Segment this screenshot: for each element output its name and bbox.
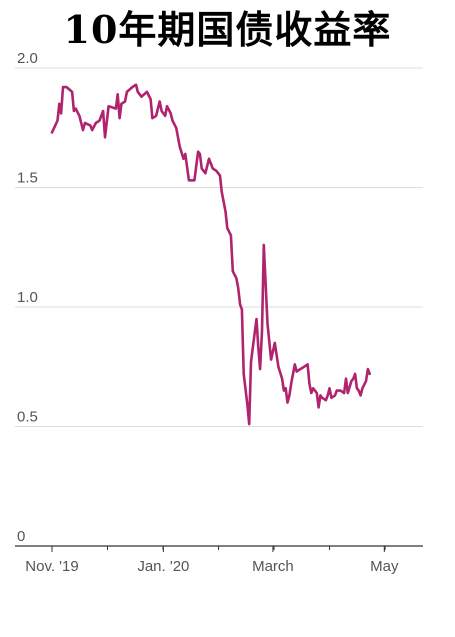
y-tick-labels: 0 0.5 1.0 1.5 2.0 <box>17 50 38 545</box>
x-tick-label: May <box>370 558 399 575</box>
gridlines <box>15 67 423 427</box>
x-axis: Nov. '19 Jan. '20 March May <box>15 545 423 575</box>
y-tick-label: 0.5 <box>17 409 38 426</box>
y-tick-label: 1.0 <box>17 289 38 306</box>
y-tick-label: 1.5 <box>17 170 38 187</box>
x-tick-label: March <box>252 558 294 575</box>
chart-title: 10年期国债收益率 <box>63 7 392 52</box>
series-layer <box>50 83 371 426</box>
x-tick-label: Jan. '20 <box>137 558 189 575</box>
x-tick-label: Nov. '19 <box>25 558 78 575</box>
y-tick-label: 0 <box>17 528 25 545</box>
y-tick-label: 2.0 <box>17 50 38 67</box>
series-line <box>50 83 371 426</box>
